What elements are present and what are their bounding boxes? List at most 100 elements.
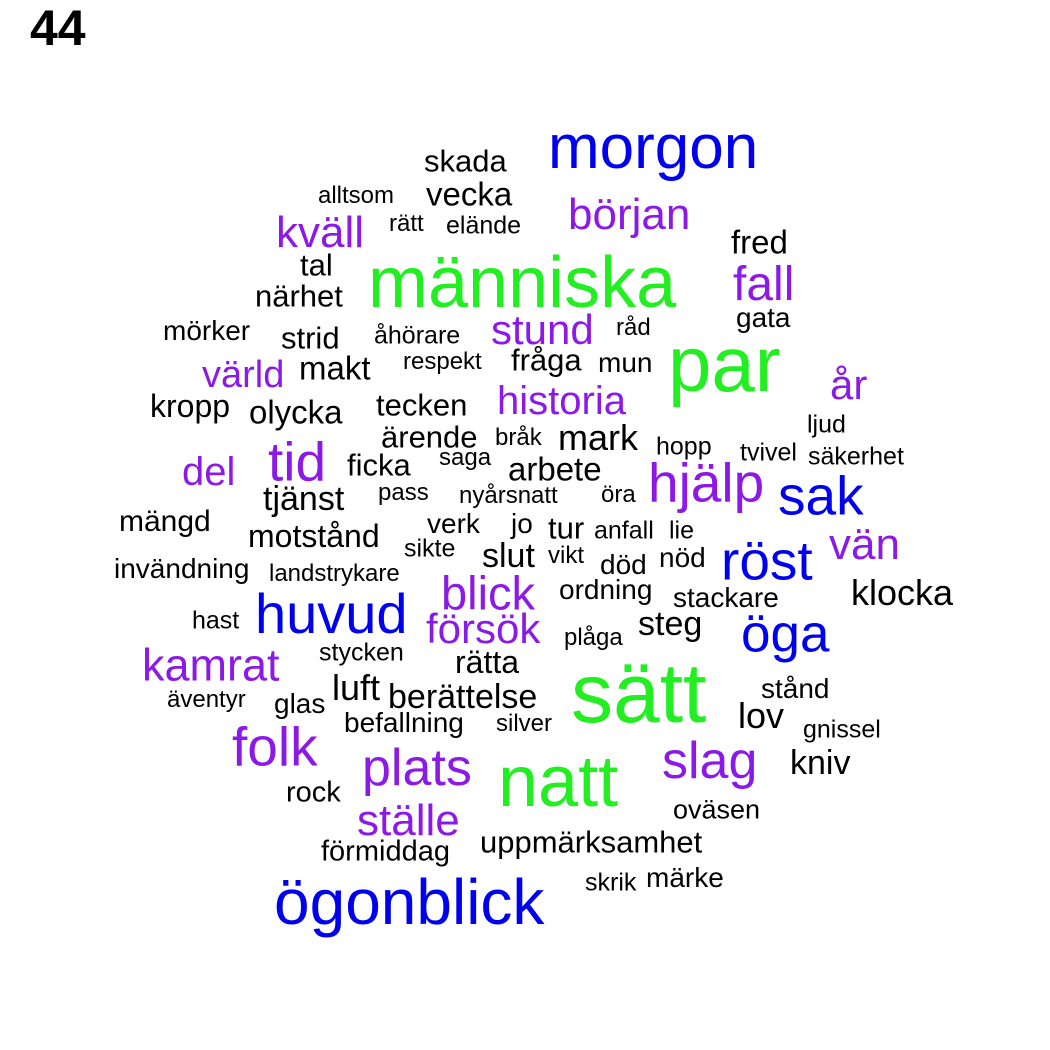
word-96: förmiddag [321,835,450,868]
word-69: hast [192,606,240,635]
word-78: stånd [761,673,830,704]
word-52: tur [548,510,585,546]
word-25: år [830,361,868,408]
word-92: rock [286,776,341,809]
word-98: skrik [585,868,637,897]
word-59: död [600,549,647,580]
word-61: röst [721,529,813,592]
word-41: arbete [508,450,602,488]
word-84: befallning [344,707,464,738]
word-33: mark [558,417,638,458]
word-4: början [568,190,691,239]
word-90: plats [362,739,472,797]
word-75: kamrat [142,639,280,691]
word-67: stackare [673,582,779,613]
word-72: öga [741,604,830,664]
word-51: jo [511,508,533,539]
word-80: luft [332,667,381,708]
word-45: pass [378,479,429,506]
word-34: hopp [656,432,712,461]
word-74: stycken [319,638,404,667]
word-79: äventyr [167,686,246,713]
word-48: mängd [119,505,211,538]
word-12: närhet [255,278,343,314]
word-86: gnissel [803,715,881,744]
word-43: sak [778,464,864,527]
word-70: försök [426,605,541,652]
word-54: lie [669,516,695,545]
word-1: skada [424,143,507,179]
word-28: tecken [376,387,468,423]
word-47: öra [601,481,636,508]
word-65: ordning [559,574,653,605]
word-91: natt [498,742,619,822]
word-58: vikt [548,542,584,569]
word-99: ögonblick [274,866,545,938]
word-23: fråga [511,342,582,378]
word-71: steg [638,605,703,643]
word-6: rätt [389,210,424,237]
word-17: stund [491,306,594,353]
word-55: vän [829,520,900,569]
word-30: ljud [807,410,846,439]
word-10: människa [368,243,677,323]
word-2: alltsom [318,182,395,209]
word-39: ficka [347,447,411,483]
word-18: råd [616,314,651,341]
word-82: berättelse [388,678,538,716]
word-83: lov [738,695,785,736]
word-68: huvud [255,582,408,645]
word-29: historia [497,379,626,423]
word-87: folk [232,715,318,778]
word-62: invändning [114,553,250,584]
word-38: del [182,450,236,494]
word-5: kväll [276,208,365,257]
word-15: strid [281,320,340,356]
word-7: elände [446,211,522,240]
word-77: sätt [571,646,707,740]
word-16: åhörare [374,321,461,350]
word-22: respekt [403,348,482,375]
word-24: mun [598,347,653,378]
word-46: nyårsnatt [459,482,558,509]
word-9: tal [300,247,333,283]
word-53: anfall [594,516,654,545]
word-26: kropp [150,388,231,424]
word-27: olycka [249,393,343,431]
word-44: tjänst [263,480,345,518]
word-49: motstånd [248,518,380,554]
word-31: ärende [381,419,478,455]
word-13: gata [736,302,791,333]
word-85: silver [496,710,553,737]
word-36: säkerhet [808,442,904,471]
word-93: oväsen [673,794,761,825]
word-50: verk [427,508,480,539]
word-20: värld [202,354,285,396]
word-57: slut [482,537,535,575]
word-14: mörker [163,315,251,346]
word-19: par [668,320,781,408]
word-21: makt [299,349,371,387]
word-63: landstrykare [269,560,400,587]
word-35: tvivel [740,438,797,467]
figure-number: 44 [30,0,86,56]
word-81: glas [274,688,326,719]
word-66: klocka [851,572,954,613]
word-95: uppmärksamhet [480,824,703,860]
word-73: plåga [564,624,623,651]
word-11: fall [733,258,795,311]
word-40: saga [439,444,492,471]
word-89: kniv [790,744,851,782]
word-0: morgon [548,113,759,182]
word-42: hjälp [648,451,765,514]
word-32: bråk [495,424,542,451]
word-97: märke [646,862,724,893]
word-76: rätta [455,644,520,680]
word-94: ställe [357,796,460,845]
word-37: tid [268,430,327,493]
word-64: blick [441,566,536,620]
word-8: fred [731,223,788,261]
word-3: vecka [426,175,513,213]
word-88: slag [662,732,758,790]
